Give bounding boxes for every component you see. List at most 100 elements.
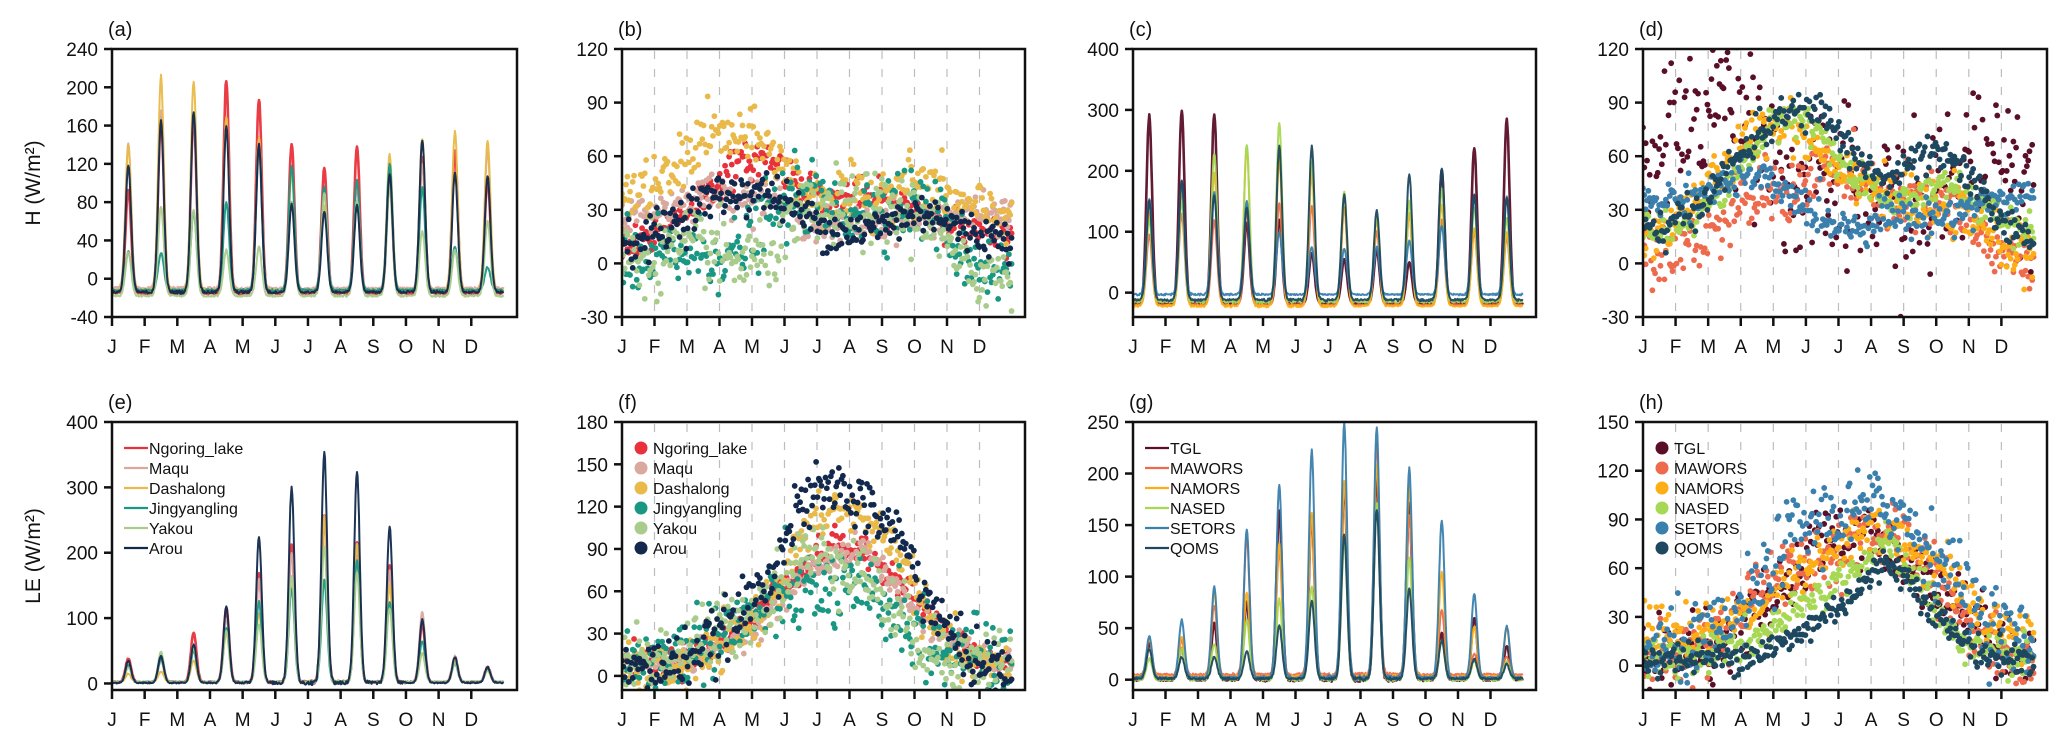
data-point	[1770, 124, 1777, 130]
data-point	[1846, 165, 1853, 172]
data-point	[690, 185, 696, 192]
data-point	[2007, 187, 2014, 194]
x-tick-label: J	[617, 337, 627, 358]
data-point	[1782, 211, 1789, 218]
data-point	[973, 286, 980, 292]
data-point	[901, 208, 908, 215]
data-point	[849, 567, 856, 574]
y-tick-label: 400	[1087, 40, 1119, 61]
x-tick-label: J	[1128, 337, 1138, 358]
data-point	[633, 276, 640, 283]
data-point	[719, 257, 726, 264]
data-point	[898, 647, 905, 654]
data-point	[777, 605, 783, 612]
data-point	[1963, 111, 1970, 118]
data-point	[860, 249, 866, 256]
data-point	[2002, 177, 2009, 184]
data-point	[882, 564, 889, 570]
data-point	[1833, 135, 1840, 142]
data-point	[1775, 139, 1782, 146]
data-point	[1913, 223, 1920, 230]
data-point	[1968, 204, 1975, 211]
data-point	[1994, 112, 2001, 119]
data-point	[960, 237, 967, 244]
data-point	[727, 149, 734, 156]
data-point	[1983, 136, 1990, 142]
data-point	[1693, 106, 1700, 113]
data-point	[2001, 229, 2007, 236]
data-point	[1989, 140, 1995, 147]
data-point	[639, 197, 645, 204]
data-point	[1995, 196, 2002, 203]
data-point	[1845, 129, 1852, 136]
data-point	[715, 291, 722, 298]
data-point	[1691, 257, 1697, 264]
data-point	[1881, 196, 1888, 202]
x-tick-label: S	[1897, 337, 1910, 358]
data-point	[1007, 628, 1014, 635]
data-point	[1661, 276, 1668, 283]
data-point	[1728, 109, 1735, 116]
data-point	[723, 241, 730, 248]
data-point	[1840, 210, 1846, 217]
data-point	[2029, 274, 2036, 281]
data-point	[1963, 162, 1970, 169]
data-point	[1755, 149, 1762, 156]
data-point	[906, 147, 913, 154]
series-line-setors	[1133, 181, 1524, 297]
data-point	[710, 132, 716, 139]
data-point	[1756, 84, 1763, 91]
data-point	[908, 167, 915, 174]
data-point	[756, 604, 763, 611]
data-point	[761, 205, 767, 211]
data-point	[1742, 200, 1748, 207]
y-tick-label: 200	[1087, 162, 1119, 183]
data-point	[751, 103, 758, 110]
data-point	[906, 226, 913, 233]
data-point	[813, 209, 820, 216]
data-point	[1754, 208, 1760, 215]
y-axis-label: H (W/m²)	[22, 140, 45, 225]
data-point	[1783, 154, 1790, 161]
data-point	[719, 178, 726, 185]
data-point	[791, 612, 798, 619]
data-point	[695, 209, 702, 215]
y-tick-label: 120	[1597, 40, 1629, 61]
data-point	[722, 202, 728, 209]
data-point	[893, 557, 900, 564]
x-tick-label: A	[1354, 337, 1367, 358]
data-point	[1793, 134, 1799, 141]
data-point	[1680, 220, 1687, 227]
data-point	[1781, 108, 1787, 114]
data-point	[1806, 98, 1813, 105]
data-point	[959, 198, 965, 205]
data-point	[1778, 128, 1785, 134]
data-point	[718, 190, 724, 197]
data-point	[1643, 216, 1649, 223]
data-point	[2003, 199, 2010, 206]
data-point	[672, 257, 679, 264]
data-point	[973, 609, 980, 616]
data-point	[922, 198, 929, 205]
data-point	[1841, 215, 1848, 222]
data-point	[1967, 195, 1974, 202]
y-tick-label: 300	[1087, 101, 1119, 122]
data-point	[1822, 230, 1829, 237]
data-point	[1943, 194, 1950, 201]
data-point	[1666, 240, 1673, 247]
data-point	[708, 229, 715, 236]
data-point	[997, 229, 1004, 236]
series-points-arou	[622, 170, 1015, 271]
data-point	[700, 682, 707, 689]
x-tick-label: M	[1190, 337, 1206, 358]
data-point	[865, 194, 872, 201]
data-point	[698, 216, 704, 222]
data-point	[1837, 147, 1844, 154]
data-point	[971, 225, 977, 231]
data-point	[786, 157, 793, 164]
data-point	[991, 666, 998, 673]
data-point	[989, 202, 996, 209]
data-point	[766, 282, 773, 289]
series-points-dashalong	[622, 93, 1015, 247]
